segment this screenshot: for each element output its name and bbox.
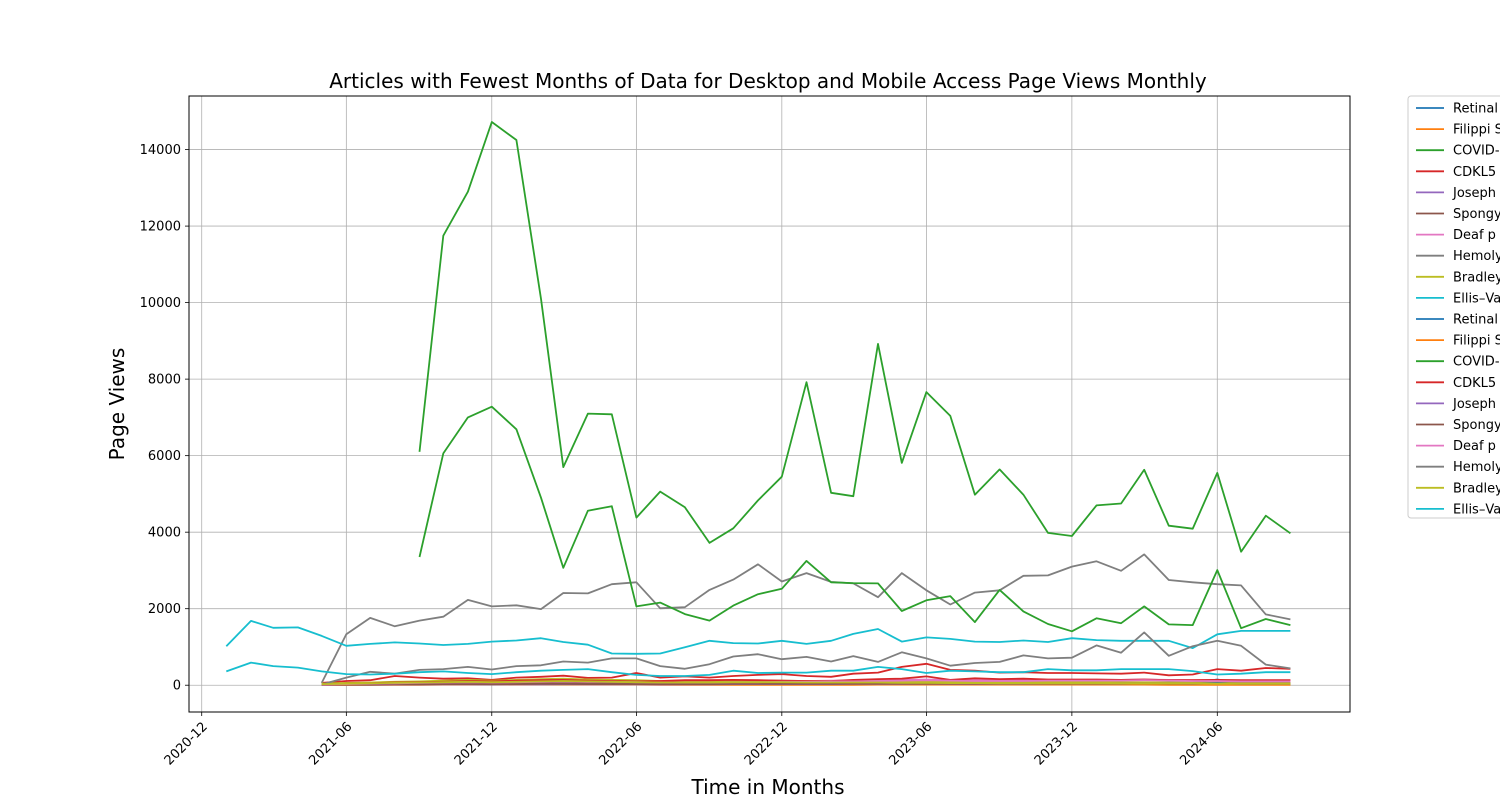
y-axis-ticks: 0 2000 4000 6000 8000 10000 12000 14000	[140, 143, 189, 694]
series-line-covid	[418, 405, 1291, 633]
x-tick-label: 2021-12	[452, 719, 501, 768]
y-tick-label: 4000	[148, 526, 181, 541]
y-axis-title: Page Views	[105, 348, 129, 461]
plot-frame	[188, 95, 1351, 713]
x-axis-ticks: 2020-12 2021-06 2021-12 2022-06 2022-12 2023-…	[162, 712, 1226, 768]
series-line-covid	[418, 121, 1291, 553]
x-axis-title: Time in Months	[691, 775, 845, 799]
legend-label: Deaf p	[1453, 228, 1496, 243]
legend-box	[1407, 95, 1500, 519]
grid	[189, 96, 1350, 712]
legend-label: Filippi S	[1453, 123, 1500, 138]
legend-label: Spongy	[1453, 207, 1500, 222]
x-tick-label: 2020-12	[162, 719, 211, 768]
legend-label: Retinal	[1453, 102, 1498, 117]
legend-label: Retinal	[1453, 313, 1498, 328]
y-tick-label: 0	[173, 679, 181, 694]
series-line-cdkl5	[321, 662, 1291, 684]
series-line-bradley	[321, 680, 1291, 685]
series-lines	[225, 121, 1291, 686]
x-tick-label: 2022-06	[596, 719, 645, 768]
legend-label: Filippi S	[1453, 334, 1500, 349]
y-tick-label: 2000	[148, 602, 181, 617]
series-line-hemoly	[321, 631, 1291, 686]
y-tick-label: 8000	[148, 373, 181, 388]
legend-label: Ellis–Va	[1453, 291, 1500, 306]
y-tick-label: 14000	[140, 143, 181, 158]
legend-label: Bradley	[1453, 481, 1500, 496]
series-line-ellis-va	[225, 620, 1291, 655]
y-tick-label: 6000	[148, 449, 181, 464]
x-tick-label: 2023-06	[886, 719, 935, 768]
legend: Retinal Filippi S COVID- CDKL5 Joseph Spongy D…	[1407, 95, 1500, 519]
legend-label: Hemoly	[1453, 460, 1500, 475]
series-line-hemoly	[320, 553, 1291, 684]
x-tick-label: 2023-12	[1032, 719, 1081, 768]
legend-label: Deaf p	[1453, 439, 1496, 454]
x-tick-label: 2021-06	[306, 719, 355, 768]
legend-label: Ellis–Va	[1453, 502, 1500, 517]
y-tick-label: 10000	[140, 296, 181, 311]
series-line-ellis-va	[225, 661, 1291, 677]
legend-label: CDKL5	[1453, 376, 1496, 391]
legend-label: Hemoly	[1453, 249, 1500, 264]
y-tick-label: 12000	[140, 220, 181, 235]
legend-label: Bradley	[1453, 270, 1500, 285]
legend-label: Spongy	[1453, 418, 1500, 433]
x-tick-label: 2022-12	[742, 719, 791, 768]
x-tick-label: 2024-06	[1177, 719, 1226, 768]
legend-label: Joseph	[1452, 186, 1496, 201]
legend-label: COVID-	[1453, 355, 1500, 370]
chart-title: Articles with Fewest Months of Data for …	[329, 69, 1207, 93]
legend-label: Joseph	[1452, 397, 1496, 412]
legend-label: COVID-	[1453, 144, 1500, 159]
legend-label: CDKL5	[1453, 165, 1496, 180]
